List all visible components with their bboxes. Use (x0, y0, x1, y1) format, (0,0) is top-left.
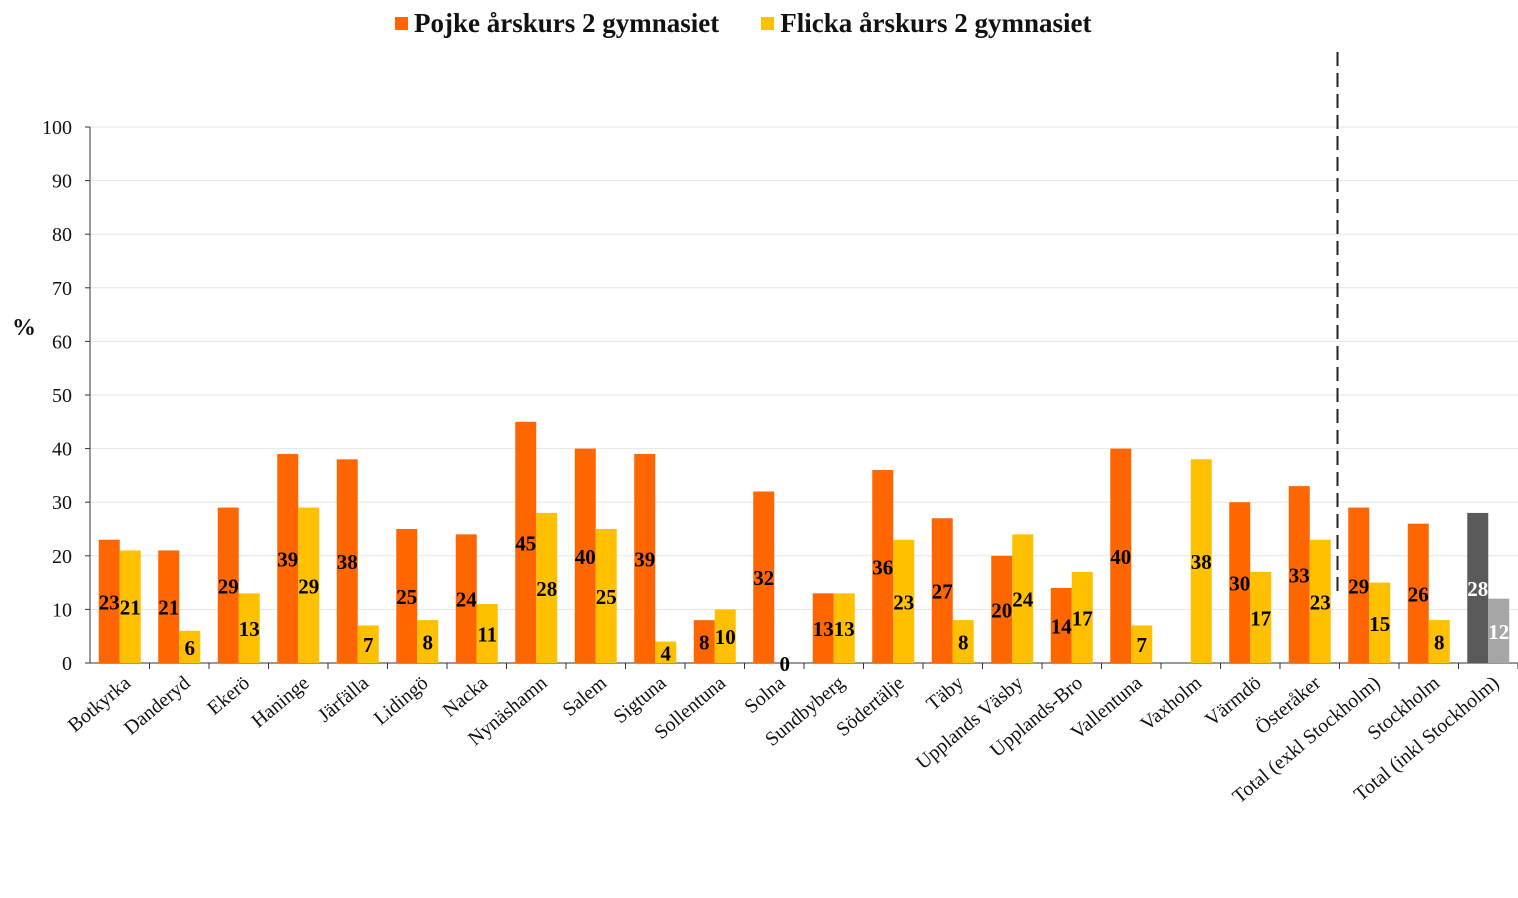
x-tick-label: Solna (740, 672, 789, 718)
data-label: 26 (1408, 582, 1429, 606)
data-label: 8 (958, 631, 969, 655)
y-tick-label: 60 (52, 331, 72, 353)
data-label: 29 (298, 574, 319, 598)
data-label: 28 (536, 577, 557, 601)
x-tick-label: Vaxholm (1136, 672, 1206, 736)
y-tick-label: 20 (52, 546, 72, 568)
data-label: 17 (1072, 606, 1093, 630)
x-tick-label: Täby (922, 672, 968, 715)
y-tick-label: 30 (52, 492, 72, 514)
data-label: 36 (872, 556, 893, 580)
x-tick-label: Danderyd (120, 672, 195, 740)
x-tick-label: Södertälje (832, 672, 908, 741)
data-label: 30 (1229, 572, 1250, 596)
data-label: 12 (1488, 620, 1509, 644)
data-label: 23 (1310, 590, 1331, 614)
x-tick-label: Ekerö (203, 672, 254, 720)
x-tick-label: Upplands Väsby (912, 672, 1028, 774)
data-label: 4 (661, 641, 672, 665)
data-label: 11 (477, 623, 497, 647)
data-label: 24 (1012, 588, 1034, 612)
data-label: 17 (1250, 606, 1271, 630)
data-label: 45 (515, 531, 536, 555)
y-tick-label: 50 (52, 385, 72, 407)
data-label: 29 (1348, 574, 1369, 598)
y-tick-label: 100 (42, 117, 72, 139)
y-tick-label: 40 (52, 439, 72, 461)
data-label: 13 (239, 617, 260, 641)
data-label: 32 (753, 566, 774, 590)
data-label: 38 (337, 550, 358, 574)
data-label: 39 (634, 547, 655, 571)
y-tick-label: 0 (62, 653, 72, 675)
data-label: 10 (715, 625, 736, 649)
data-label: 40 (575, 545, 596, 569)
data-label: 38 (1191, 550, 1212, 574)
data-label: 23 (99, 590, 120, 614)
x-tick-label: Nacka (439, 672, 492, 722)
data-label: 8 (423, 631, 434, 655)
y-tick-label: 90 (52, 171, 72, 193)
data-label: 25 (596, 585, 617, 609)
data-label: 7 (363, 633, 374, 657)
y-tick-label: 10 (52, 599, 72, 621)
y-tick-label: 70 (52, 278, 72, 300)
y-tick-label: 80 (52, 224, 72, 246)
data-label: 28 (1467, 577, 1488, 601)
x-tick-label: Lidingö (370, 672, 433, 730)
data-label: 7 (1137, 633, 1148, 657)
x-tick-label: Haninge (247, 672, 313, 732)
data-label: 13 (813, 617, 834, 641)
data-label: 23 (893, 590, 914, 614)
data-label: 33 (1289, 564, 1310, 588)
data-label: 39 (277, 547, 298, 571)
data-label: 15 (1369, 612, 1390, 636)
data-label: 27 (932, 580, 953, 604)
data-label: 14 (1051, 614, 1073, 638)
x-tick-label: Salem (559, 672, 612, 721)
data-label: 0 (780, 652, 791, 676)
data-label: 8 (699, 631, 710, 655)
data-label: 21 (158, 596, 179, 620)
data-label: 29 (218, 574, 239, 598)
data-label: 21 (120, 596, 141, 620)
x-tick-label: Järfälla (314, 672, 373, 727)
data-label: 13 (834, 617, 855, 641)
data-label: 6 (185, 636, 196, 660)
data-label: 40 (1110, 545, 1131, 569)
data-label: 25 (396, 585, 417, 609)
data-label: 20 (991, 598, 1012, 622)
data-label: 8 (1434, 631, 1445, 655)
data-label: 24 (456, 588, 478, 612)
